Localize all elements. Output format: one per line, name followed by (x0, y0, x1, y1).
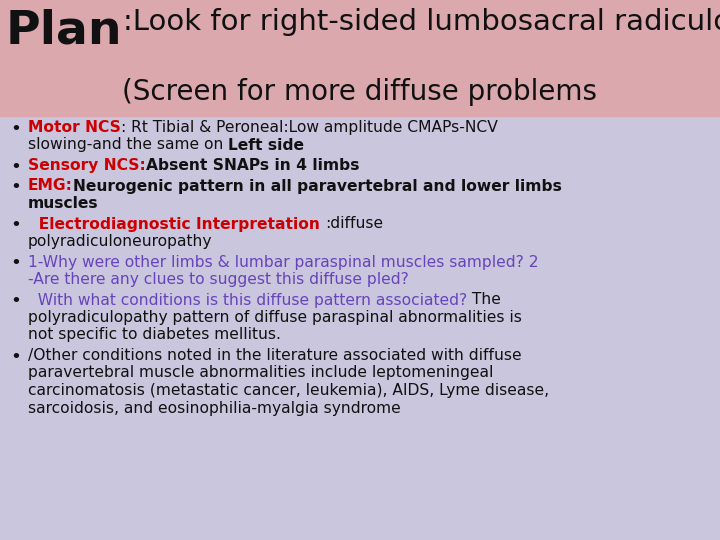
Text: Sensory NCS:: Sensory NCS: (28, 158, 145, 173)
Text: •: • (10, 120, 21, 138)
Text: Electrodiagnostic Interpretation: Electrodiagnostic Interpretation (28, 217, 325, 232)
Text: Absent SNAPs in 4 limbs: Absent SNAPs in 4 limbs (145, 158, 359, 173)
Text: With what conditions is this diffuse pattern associated?: With what conditions is this diffuse pat… (28, 293, 467, 307)
Text: Neurogenic pattern in all paravertebral and lower limbs: Neurogenic pattern in all paravertebral … (73, 179, 562, 193)
Text: EMG:: EMG: (28, 179, 73, 193)
Text: polyradiculopathy pattern of diffuse paraspinal abnormalities is: polyradiculopathy pattern of diffuse par… (28, 310, 522, 325)
Bar (0, 0, 720, 116)
Text: The: The (467, 293, 501, 307)
Text: carcinomatosis (metastatic cancer, leukemia), AIDS, Lyme disease,: carcinomatosis (metastatic cancer, leuke… (28, 383, 549, 398)
Text: polyradiculoneuropathy: polyradiculoneuropathy (28, 234, 212, 249)
Text: muscles: muscles (28, 196, 99, 211)
Text: Plan: Plan (6, 8, 122, 53)
Text: -Are there any clues to suggest this diffuse pled?: -Are there any clues to suggest this dif… (28, 272, 409, 287)
Text: paravertebral muscle abnormalities include leptomeningeal: paravertebral muscle abnormalities inclu… (28, 366, 493, 381)
Text: •: • (10, 217, 21, 234)
Text: Motor NCS: Motor NCS (28, 120, 121, 135)
Text: •: • (10, 158, 21, 176)
Text: : Rt Tibial & Peroneal:Low amplitude CMAPs-NCV: : Rt Tibial & Peroneal:Low amplitude CMA… (121, 120, 498, 135)
Text: •: • (10, 254, 21, 273)
Text: (Screen for more diffuse problems: (Screen for more diffuse problems (122, 78, 598, 106)
Text: /Other conditions noted in the literature associated with diffuse: /Other conditions noted in the literatur… (28, 348, 521, 363)
Text: •: • (10, 179, 21, 197)
Text: Left side: Left side (228, 138, 305, 152)
Text: slowing-and the same on: slowing-and the same on (28, 138, 228, 152)
Text: •: • (10, 293, 21, 310)
Text: :diffuse: :diffuse (325, 217, 383, 232)
Text: not specific to diabetes mellitus.: not specific to diabetes mellitus. (28, 327, 281, 342)
Text: •: • (10, 348, 21, 366)
Text: 1-Why were other limbs & lumbar paraspinal muscles sampled? 2: 1-Why were other limbs & lumbar paraspin… (28, 254, 539, 269)
Text: :Look for right-sided lumbosacral radiculopathy.: :Look for right-sided lumbosacral radicu… (122, 8, 720, 36)
Text: sarcoidosis, and eosinophilia-myalgia syndrome: sarcoidosis, and eosinophilia-myalgia sy… (28, 401, 401, 415)
